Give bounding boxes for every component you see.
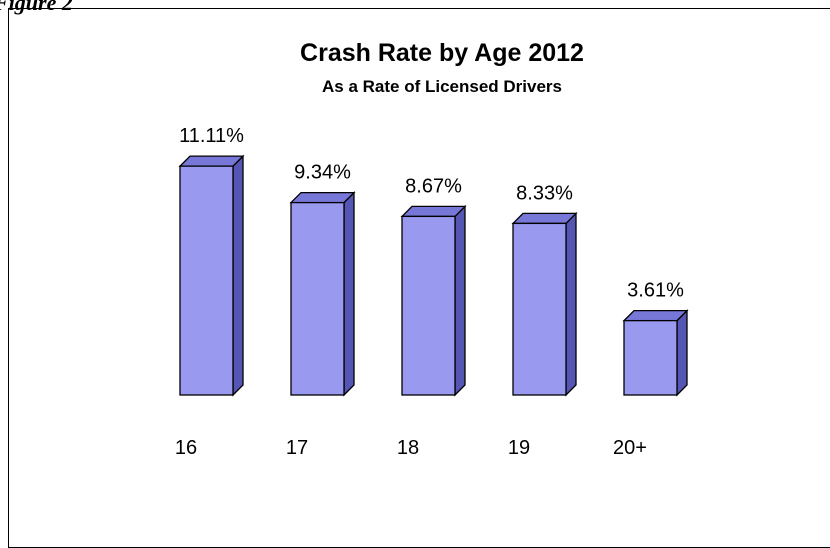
bar-17 bbox=[289, 191, 356, 397]
bar-side-18 bbox=[454, 204, 466, 397]
value-label-18: 8.67% bbox=[405, 175, 462, 197]
category-label-16: 16 bbox=[175, 437, 197, 459]
bar-front-19 bbox=[512, 222, 567, 396]
bar-top-19 bbox=[511, 212, 578, 225]
value-labels-group: 11.11% 9.34% 8.67% 8.33% 3.61% bbox=[179, 125, 684, 302]
bar-top-16 bbox=[178, 155, 245, 167]
bar-side-19 bbox=[565, 211, 577, 397]
bar-front-18 bbox=[401, 215, 456, 396]
bar-side-16 bbox=[232, 154, 244, 397]
bar-front-20+ bbox=[623, 319, 678, 396]
category-labels-group: 16 17 18 19 20+ bbox=[175, 437, 647, 459]
bar-side-20+ bbox=[676, 309, 688, 397]
value-label-17: 9.34% bbox=[294, 162, 351, 184]
value-label-20+: 3.61% bbox=[627, 280, 684, 302]
bar-top-20+ bbox=[622, 309, 689, 322]
chart-title: Crash Rate by Age 2012 bbox=[300, 39, 584, 67]
figure-caption: Figure 2 bbox=[0, 0, 73, 15]
bars-group bbox=[178, 154, 689, 397]
bar-top-17 bbox=[289, 191, 356, 204]
bar-front-16 bbox=[179, 165, 234, 396]
bar-18 bbox=[400, 204, 467, 397]
bar-top-18 bbox=[400, 205, 467, 218]
bar-front-17 bbox=[290, 201, 345, 396]
category-label-20+: 20+ bbox=[613, 437, 647, 459]
category-label-18: 18 bbox=[397, 437, 419, 459]
bar-16 bbox=[178, 154, 245, 397]
bar-20+ bbox=[622, 309, 689, 397]
category-label-17: 17 bbox=[286, 437, 308, 459]
value-label-19: 8.33% bbox=[516, 182, 573, 204]
bar-19 bbox=[511, 211, 578, 397]
value-label-16: 11.11% bbox=[179, 125, 244, 147]
bar-side-17 bbox=[343, 191, 355, 397]
chart-subtitle: As a Rate of Licensed Drivers bbox=[322, 77, 562, 96]
category-label-19: 19 bbox=[508, 437, 530, 459]
